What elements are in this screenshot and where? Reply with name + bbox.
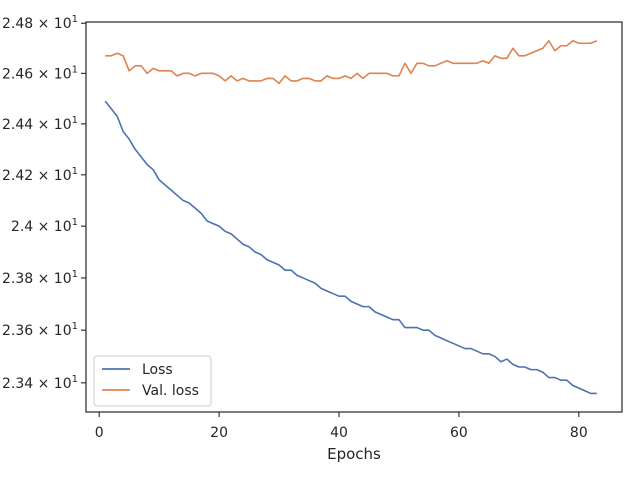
y-tick-label: 2.44 × 101 <box>2 115 78 133</box>
plot-area <box>85 21 623 413</box>
x-tick-label: 40 <box>330 425 348 441</box>
x-tick-label: 80 <box>570 425 588 441</box>
x-tick-label: 60 <box>450 425 468 441</box>
y-tick-label: 2.34 × 101 <box>2 374 78 392</box>
x-tick-label: 0 <box>95 425 104 441</box>
y-tick-label: 2.42 × 101 <box>2 166 78 184</box>
x-axis-label: Epochs <box>327 445 381 463</box>
series-line-val-loss <box>105 39 598 85</box>
legend-label: Val. loss <box>142 383 199 399</box>
x-tick-label: 20 <box>210 425 228 441</box>
y-tick-label: 2.4 × 101 <box>11 217 78 235</box>
y-tick-label: 2.38 × 101 <box>2 269 78 287</box>
legend-label: Loss <box>142 362 173 378</box>
axis-ticks: 0 20 40 60 80 2.34 × 101 2.36 × 101 2.38 × 101 2… <box>2 14 588 441</box>
y-tick-label: 2.46 × 101 <box>2 64 78 82</box>
series-line-loss <box>104 100 597 395</box>
y-tick-label: 2.48 × 101 <box>2 14 78 32</box>
y-tick-label: 2.36 × 101 <box>2 321 78 339</box>
plot-frame <box>85 21 623 413</box>
legend: Loss Val. loss <box>93 355 212 407</box>
